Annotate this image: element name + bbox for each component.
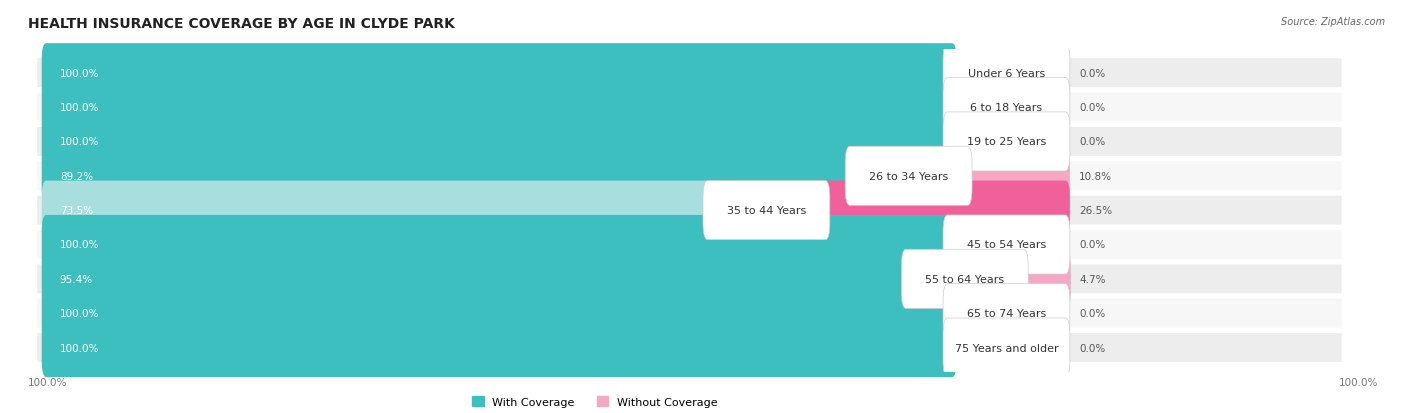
Text: 100.0%: 100.0% [60, 343, 100, 353]
Text: Source: ZipAtlas.com: Source: ZipAtlas.com [1281, 17, 1385, 26]
Text: 4.7%: 4.7% [1080, 274, 1107, 284]
FancyBboxPatch shape [37, 265, 1341, 294]
Text: 26 to 34 Years: 26 to 34 Years [869, 171, 948, 181]
Text: 0.0%: 0.0% [1078, 103, 1105, 113]
Text: 6 to 18 Years: 6 to 18 Years [970, 103, 1042, 113]
FancyBboxPatch shape [943, 318, 1070, 377]
Text: 0.0%: 0.0% [1078, 240, 1105, 250]
FancyBboxPatch shape [943, 216, 1070, 274]
FancyBboxPatch shape [845, 147, 972, 206]
Text: 89.2%: 89.2% [60, 171, 93, 181]
FancyBboxPatch shape [42, 113, 956, 171]
Text: 35 to 44 Years: 35 to 44 Years [727, 206, 806, 216]
Text: 95.4%: 95.4% [60, 274, 93, 284]
FancyBboxPatch shape [42, 147, 859, 206]
FancyBboxPatch shape [943, 78, 1070, 137]
Text: 73.5%: 73.5% [60, 206, 93, 216]
FancyBboxPatch shape [963, 147, 1070, 206]
Text: 19 to 25 Years: 19 to 25 Years [967, 137, 1046, 147]
Text: 65 to 74 Years: 65 to 74 Years [967, 309, 1046, 318]
FancyBboxPatch shape [37, 162, 1341, 191]
FancyBboxPatch shape [42, 44, 956, 103]
FancyBboxPatch shape [42, 78, 956, 137]
FancyBboxPatch shape [42, 181, 717, 240]
FancyBboxPatch shape [37, 333, 1341, 362]
Text: 100.0%: 100.0% [60, 309, 100, 318]
Text: 100.0%: 100.0% [60, 240, 100, 250]
Text: 0.0%: 0.0% [1078, 309, 1105, 318]
FancyBboxPatch shape [821, 181, 1070, 240]
FancyBboxPatch shape [37, 59, 1341, 88]
FancyBboxPatch shape [37, 299, 1341, 328]
FancyBboxPatch shape [901, 250, 1028, 309]
Legend: With Coverage, Without Coverage: With Coverage, Without Coverage [468, 392, 723, 411]
FancyBboxPatch shape [1019, 250, 1071, 309]
FancyBboxPatch shape [703, 181, 830, 240]
FancyBboxPatch shape [42, 318, 956, 377]
Text: 100.0%: 100.0% [28, 377, 67, 387]
FancyBboxPatch shape [37, 230, 1341, 259]
Text: 100.0%: 100.0% [60, 137, 100, 147]
FancyBboxPatch shape [42, 250, 915, 309]
FancyBboxPatch shape [37, 196, 1341, 225]
Text: 100.0%: 100.0% [1339, 377, 1378, 387]
FancyBboxPatch shape [42, 284, 956, 343]
Text: HEALTH INSURANCE COVERAGE BY AGE IN CLYDE PARK: HEALTH INSURANCE COVERAGE BY AGE IN CLYD… [28, 17, 456, 31]
FancyBboxPatch shape [943, 284, 1070, 343]
FancyBboxPatch shape [943, 44, 1070, 103]
FancyBboxPatch shape [37, 93, 1341, 122]
Text: 75 Years and older: 75 Years and older [955, 343, 1059, 353]
Text: 0.0%: 0.0% [1078, 137, 1105, 147]
Text: 26.5%: 26.5% [1078, 206, 1112, 216]
FancyBboxPatch shape [943, 113, 1070, 171]
FancyBboxPatch shape [37, 128, 1341, 157]
Text: 100.0%: 100.0% [60, 103, 100, 113]
Text: 0.0%: 0.0% [1078, 69, 1105, 78]
Text: 10.8%: 10.8% [1078, 171, 1112, 181]
FancyBboxPatch shape [42, 216, 956, 274]
Text: 0.0%: 0.0% [1078, 343, 1105, 353]
Text: 45 to 54 Years: 45 to 54 Years [967, 240, 1046, 250]
Text: 55 to 64 Years: 55 to 64 Years [925, 274, 1004, 284]
Text: 100.0%: 100.0% [60, 69, 100, 78]
Text: Under 6 Years: Under 6 Years [967, 69, 1045, 78]
